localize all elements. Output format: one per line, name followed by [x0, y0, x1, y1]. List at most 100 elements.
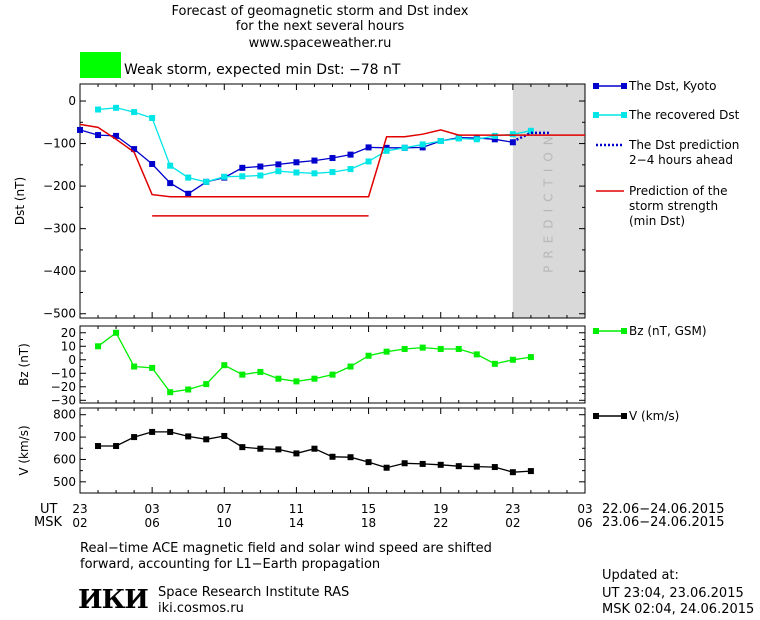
y-tick-label: −30 — [51, 393, 76, 407]
dst-kyoto-point — [311, 157, 318, 164]
dst-kyoto-point — [77, 126, 83, 133]
dst-kyoto-point — [239, 164, 246, 171]
dst-recovered-point — [131, 109, 138, 116]
dst-recovered-point — [455, 135, 462, 142]
x-tick-label-ut: 03 — [577, 502, 592, 516]
y-tick-label: 0 — [68, 94, 76, 108]
storm-strength-line — [79, 123, 585, 198]
dst-recovered-point — [221, 173, 228, 180]
dst-recovered-point — [509, 131, 516, 138]
dst-recovered-point — [419, 141, 426, 148]
institute-url[interactable]: iki.cosmos.ru — [158, 601, 244, 616]
x-tick-label-msk: 22 — [433, 516, 448, 530]
bz-point — [113, 329, 120, 336]
legend-label-recovered: The recovered Dst — [628, 108, 740, 122]
legend-label-prediction: 2−4 hours ahead — [629, 153, 733, 167]
legend-marker-v — [593, 413, 599, 419]
bz-point — [509, 356, 516, 363]
prediction-label: PREDICTION — [541, 129, 555, 273]
v-point — [509, 469, 516, 476]
bz-point — [455, 345, 462, 352]
dst-recovered-point — [491, 132, 498, 139]
y-tick-label: 700 — [53, 430, 76, 444]
v-point — [185, 433, 192, 440]
v-point — [401, 460, 408, 467]
updated-ut-time: UT 23:04, 23.06.2015 — [602, 586, 744, 601]
x-tick-label-ut: 23 — [505, 502, 520, 516]
dst-recovered-point — [329, 169, 336, 176]
bz-point — [221, 362, 228, 369]
v-point — [221, 432, 228, 439]
v-point — [491, 464, 498, 471]
v-point — [365, 459, 372, 466]
bz-point — [401, 345, 408, 352]
dst-recovered-point — [167, 162, 174, 169]
v-point — [455, 463, 462, 470]
dst-recovered-point — [149, 115, 156, 122]
legend-marker-v — [621, 413, 627, 419]
legend-label-storm: storm strength — [629, 199, 718, 213]
x-tick-label-ut: 23 — [72, 502, 87, 516]
v-line — [98, 431, 531, 473]
legend-marker-recovered — [621, 112, 627, 118]
bz-point — [293, 378, 300, 385]
legend-marker-bz — [593, 328, 599, 334]
y-tick-label: −400 — [43, 264, 76, 278]
bz-point — [185, 386, 192, 393]
dst-recovered-point — [275, 168, 282, 175]
y-tick-label: 10 — [61, 339, 76, 353]
bz-point — [167, 389, 174, 396]
x-tick-label-msk: 14 — [289, 516, 304, 530]
dst-recovered-point — [257, 172, 264, 179]
legend-label-bz: Bz (nT, GSM) — [629, 324, 707, 338]
bz-point — [365, 352, 372, 359]
storm-level-indicator — [80, 52, 121, 78]
msk-date-range: 23.06−24.06.2015 — [602, 515, 725, 530]
legend-marker-kyoto — [621, 83, 627, 89]
dst-recovered-point — [437, 138, 444, 145]
v-point — [113, 443, 120, 450]
v-point — [95, 443, 102, 450]
y-tick-label: 800 — [53, 408, 76, 422]
dst-kyoto-point — [365, 144, 372, 151]
chart-title-line-1: Forecast of geomagnetic storm and Dst in… — [171, 4, 469, 19]
chart-title-line-2: for the next several hours — [235, 19, 405, 34]
y-tick-label: −500 — [43, 307, 76, 321]
v-point — [257, 445, 264, 452]
bz-point — [149, 364, 156, 371]
v-point — [131, 434, 138, 441]
v-point — [347, 454, 354, 461]
x-tick-label-ut: 19 — [433, 502, 448, 516]
bz-point — [383, 348, 390, 355]
bz-point — [275, 375, 282, 382]
dst-kyoto-point — [347, 151, 354, 158]
propagation-note-line-1: Real−time ACE magnetic field and solar w… — [80, 541, 492, 556]
dst-kyoto-point — [149, 160, 156, 167]
x-tick-label-msk: 02 — [72, 516, 87, 530]
y-axis-label: Bz (nT) — [17, 343, 31, 386]
dst-kyoto-point — [185, 190, 192, 197]
bz-point — [257, 368, 264, 375]
dst-recovered-point — [95, 106, 102, 113]
v-point — [239, 444, 246, 451]
propagation-note-line-2: forward, accounting for L1−Earth propaga… — [80, 557, 381, 572]
dst-recovered-point — [239, 173, 246, 180]
dst-kyoto-point — [131, 146, 138, 153]
dst-recovered-point — [365, 158, 372, 165]
v-point — [311, 445, 318, 452]
v-point — [329, 453, 336, 460]
dst-kyoto-point — [257, 163, 264, 170]
bz-point — [203, 381, 210, 388]
msk-axis-label: MSK — [34, 515, 62, 530]
dst-recovered-point — [527, 127, 534, 134]
iki-logo: ИКИ — [78, 585, 149, 615]
v-point — [293, 450, 300, 457]
dst-kyoto-point — [509, 139, 516, 146]
dst-recovered-point — [347, 166, 354, 173]
plot-frame — [79, 325, 586, 404]
institute-name: Space Research Institute RAS — [158, 585, 350, 600]
v-point — [419, 460, 426, 467]
chart-source-url[interactable]: www.spaceweather.ru — [248, 36, 392, 51]
v-point — [473, 463, 480, 470]
